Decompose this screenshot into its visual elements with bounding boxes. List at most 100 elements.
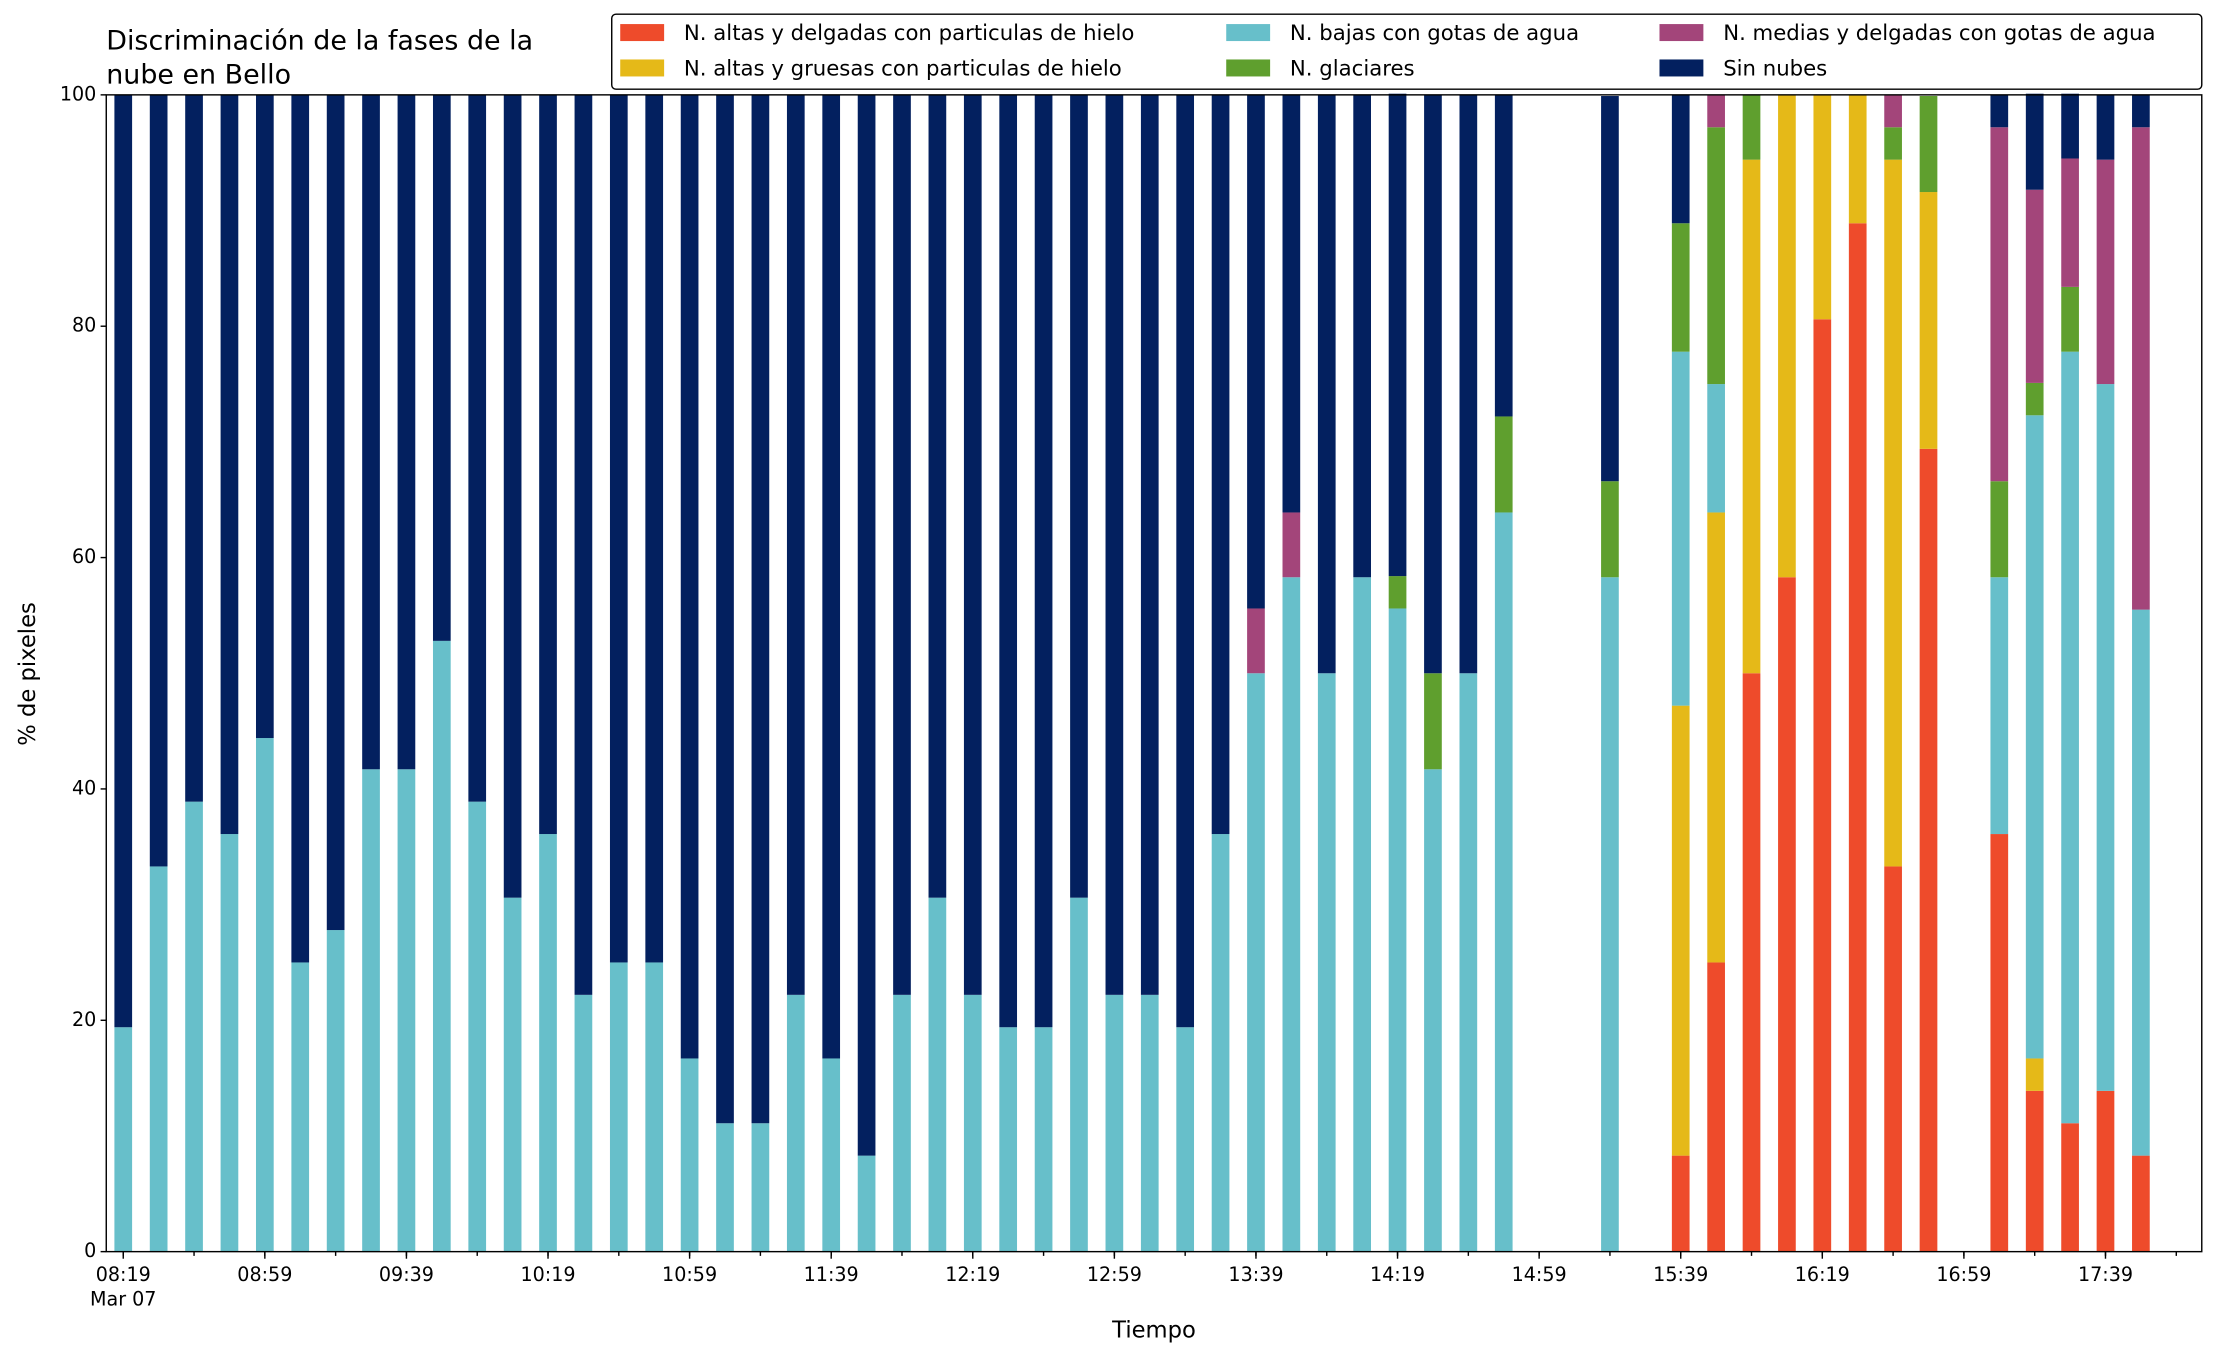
legend-swatch — [1226, 24, 1271, 42]
bar-segment — [1848, 223, 1867, 1252]
x-tick-label: 16:19 — [1795, 1263, 1850, 1286]
legend-swatch — [1226, 59, 1271, 77]
bar-segment — [114, 94, 133, 1028]
bar-segment — [185, 94, 203, 802]
legend-label: N. altas y delgadas con particulas de hi… — [684, 21, 1134, 46]
bar-segment — [822, 94, 841, 1059]
x-tick-label: 15:39 — [1653, 1263, 1708, 1286]
bar-segment — [1247, 94, 1265, 609]
legend-swatch — [620, 59, 665, 77]
bar-segment — [1601, 481, 1619, 578]
bar-segment — [1317, 94, 1336, 674]
bar-segment — [2025, 1058, 2044, 1091]
bar-segment — [1140, 94, 1159, 995]
bar-segment — [963, 94, 982, 995]
bar-segment — [2096, 159, 2115, 385]
bar-segment — [2025, 1090, 2044, 1252]
x-tick-label: 09:39 — [379, 1263, 434, 1286]
bar-segment — [963, 994, 982, 1252]
bar-segment — [1282, 94, 1301, 513]
bar-segment — [1671, 1155, 1690, 1252]
x-tick-label: 12:59 — [1087, 1263, 1142, 1286]
bar-segment — [503, 94, 522, 898]
bar-segment — [1742, 673, 1761, 1252]
x-tick-label: 13:39 — [1228, 1263, 1283, 1286]
bar-segment — [1813, 319, 1832, 1252]
bar-segment — [255, 94, 274, 739]
bar-segment — [680, 94, 699, 1059]
bar-segment — [680, 1058, 699, 1252]
legend-label: N. glaciares — [1290, 56, 1415, 81]
x-tick-label: 14:59 — [1512, 1263, 1567, 1286]
legend-swatch — [620, 24, 665, 42]
bar-segment — [574, 94, 593, 995]
bar-segment — [1388, 93, 1407, 577]
bar-segment — [751, 94, 770, 1124]
bar-segment — [1353, 577, 1372, 1252]
bar-segment — [1707, 962, 1725, 1252]
bar-segment — [468, 801, 487, 1252]
bar-segment — [539, 834, 557, 1252]
bar-segment — [1707, 512, 1725, 963]
bar-segment — [185, 801, 203, 1252]
x-tick-label: 17:39 — [2078, 1263, 2133, 1286]
bar-segment — [1424, 769, 1442, 1252]
x-tick-label: 16:59 — [1936, 1263, 1991, 1286]
bar-segment — [2025, 93, 2044, 190]
legend-label: N. bajas con gotas de agua — [1290, 21, 1579, 46]
bar-segment — [149, 866, 168, 1252]
x-tick-label: 10:19 — [520, 1263, 575, 1286]
x-tick-label: 14:19 — [1370, 1263, 1425, 1286]
bar-segment — [220, 834, 239, 1252]
bar-segment — [1105, 94, 1124, 995]
bar-segment — [2132, 94, 2150, 128]
bar-segment — [1671, 351, 1690, 706]
x-tick-label: 11:39 — [804, 1263, 859, 1286]
bar-segment — [1070, 897, 1088, 1252]
y-tick-label: 20 — [72, 1008, 96, 1031]
bar-segment — [1778, 94, 1796, 578]
bar-segment — [928, 94, 947, 898]
bar-segment — [2061, 351, 2079, 1124]
bar-segment — [2096, 94, 2115, 160]
bar-segment — [2025, 415, 2044, 1059]
chart-title: Discriminación de la fases de la — [106, 26, 533, 57]
x-date-label: Mar 07 — [90, 1287, 156, 1310]
legend-label: N. medias y delgadas con gotas de agua — [1723, 21, 2155, 46]
bar-segment — [1211, 834, 1230, 1252]
bar-segment — [751, 1123, 770, 1252]
bar-segment — [1247, 608, 1265, 674]
bar-segment — [1601, 96, 1619, 482]
bar-segment — [432, 94, 451, 641]
bar-segment — [2096, 1090, 2115, 1252]
bar-segment — [1707, 384, 1725, 513]
bar-segment — [1990, 577, 2009, 835]
bar-segment — [326, 94, 345, 931]
bar-segment — [786, 94, 805, 995]
bar-segment — [149, 94, 168, 867]
y-tick-label: 100 — [60, 82, 96, 105]
bar-segment — [1494, 94, 1513, 417]
bar-segment — [220, 94, 239, 835]
bar-segment — [1919, 448, 1938, 1252]
bar-segment — [574, 994, 593, 1252]
bar-segment — [397, 769, 416, 1252]
bar-segment — [1990, 834, 2009, 1252]
bar-segment — [1494, 512, 1513, 1252]
bar-segment — [1459, 94, 1478, 674]
bar-segment — [362, 769, 380, 1252]
bar-segment — [1990, 127, 2009, 482]
x-tick-label: 12:19 — [945, 1263, 1000, 1286]
bar-segment — [1884, 94, 1902, 128]
bar-segment — [999, 1027, 1018, 1252]
bar-segment — [1140, 994, 1159, 1252]
bar-segment — [1884, 866, 1902, 1252]
bar-segment — [2025, 382, 2044, 416]
bar-segment — [2061, 286, 2079, 352]
bar-segment — [1778, 577, 1796, 1252]
y-axis-label: % de pixeles — [15, 602, 41, 746]
bar-segment — [1848, 94, 1867, 224]
bar-segment — [1388, 608, 1407, 1252]
bar-segment — [1671, 705, 1690, 1156]
